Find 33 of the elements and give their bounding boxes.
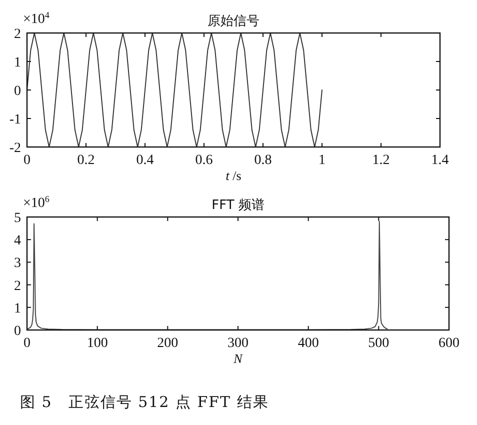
y-tick-label: 1 — [14, 56, 21, 70]
y-tick-label: 1 — [14, 301, 21, 316]
y-tick-label: 4 — [14, 234, 21, 249]
y-tick-label: 2 — [14, 278, 21, 294]
chart-title: FFT 频谱 — [212, 198, 264, 213]
x-tick-label: 1.2 — [372, 153, 390, 168]
x-tick-label: 100 — [86, 336, 108, 351]
y-tick-label: 0 — [14, 324, 21, 339]
x-tick-label: 0.6 — [195, 153, 213, 168]
text: ×10$^{6}$ — [23, 194, 50, 211]
y-tick-label: -2 — [9, 141, 21, 156]
x-tick-label: 0 — [24, 336, 30, 351]
x-tick-label: 300 — [228, 336, 248, 351]
x-tick-label: 1.4 — [431, 153, 449, 168]
chart-title: 原始信号 — [208, 14, 260, 29]
y-tick-label: 0 — [14, 84, 21, 99]
y-tick-label: -1 — [9, 112, 21, 128]
y-tick-label: 3 — [14, 256, 21, 272]
x-tick-label: 500 — [368, 336, 390, 351]
text: ×10$^{4}$ — [23, 10, 50, 27]
y-tick-label: 5 — [14, 211, 21, 226]
x-tick-label: 0.4 — [136, 153, 154, 168]
x-tick-label: 0.8 — [254, 153, 272, 168]
x-axis-title: N — [232, 351, 244, 366]
x-tick-label: 600 — [438, 336, 460, 351]
x-axis-title: t /s — [226, 168, 242, 183]
x-tick-label: 1 — [318, 153, 326, 168]
x-tick-label: 0.2 — [77, 153, 95, 168]
caption: 图 5 正弦信号 512 点 FFT 结果 — [20, 393, 269, 411]
x-tick-label: 0 — [24, 153, 30, 168]
y-tick-label: 2 — [14, 27, 21, 42]
x-tick-label: 200 — [157, 336, 178, 351]
x-tick-label: 400 — [298, 336, 319, 351]
